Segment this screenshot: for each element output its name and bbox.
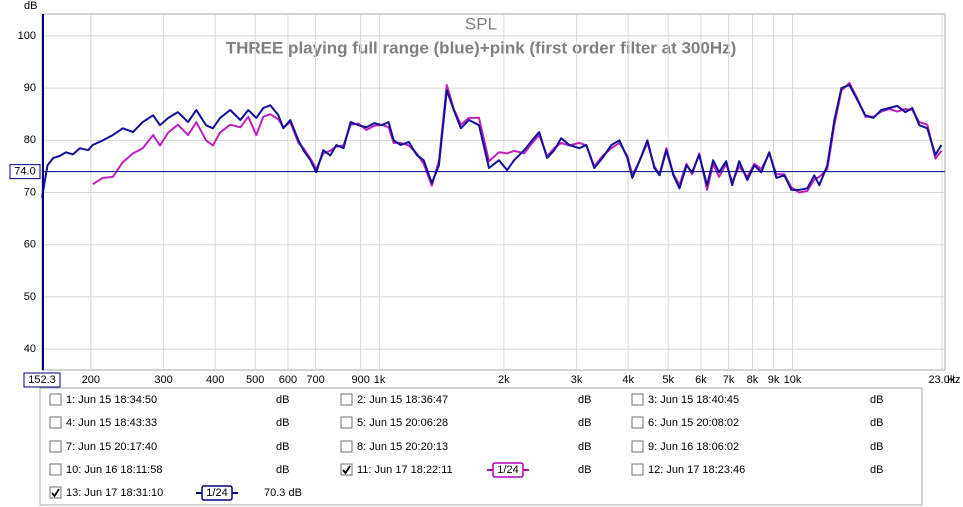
legend-reading: dB xyxy=(276,464,289,476)
checkbox[interactable] xyxy=(631,440,644,453)
x-tick-label: 2k xyxy=(498,374,510,386)
y-axis-label: dB xyxy=(24,0,37,12)
x-tick-label: 500 xyxy=(246,374,264,386)
legend-label[interactable]: 9: Jun 16 18:06:02 xyxy=(648,441,739,453)
legend-label[interactable]: 12: Jun 17 18:23:46 xyxy=(648,464,745,476)
x-tick-label: 600 xyxy=(279,374,297,386)
x-tick-label: 23.0k xyxy=(928,374,955,386)
legend-reading: dB xyxy=(870,441,883,453)
x-tick-label: 6k xyxy=(695,374,707,386)
x-tick-label: 200 xyxy=(82,374,100,386)
check-mark xyxy=(51,488,60,498)
y-tick-label: 50 xyxy=(24,291,36,303)
y-tick-label: 70 xyxy=(24,186,36,198)
checkbox[interactable] xyxy=(49,393,62,406)
legend-label[interactable]: 8: Jun 15 20:20:13 xyxy=(357,441,448,453)
legend-reading: dB xyxy=(276,417,289,429)
smoothing-label: 1/24 xyxy=(497,464,518,476)
x-cursor-box xyxy=(23,372,61,388)
checkbox[interactable] xyxy=(49,440,62,453)
chart-subtitle: THREE playing full range (blue)+pink (fi… xyxy=(226,38,737,57)
checkbox[interactable] xyxy=(49,463,62,476)
legend-label[interactable]: 3: Jun 15 18:40:45 xyxy=(648,394,739,406)
legend-label[interactable]: 6: Jun 15 20:08:02 xyxy=(648,417,739,429)
checkbox[interactable] xyxy=(340,416,353,429)
x-tick-label: 3k xyxy=(571,374,583,386)
legend-reading: dB xyxy=(870,394,883,406)
x-tick-label: 400 xyxy=(206,374,224,386)
x-tick-label: 9k xyxy=(768,374,780,386)
x-tick-label: 300 xyxy=(154,374,172,386)
y-tick-label: 60 xyxy=(24,239,36,251)
checkbox[interactable] xyxy=(340,440,353,453)
legend-label[interactable]: 11: Jun 17 18:22:11 xyxy=(357,464,453,476)
x-tick-label: 10k xyxy=(784,374,802,386)
x-cursor-label: 152.3 xyxy=(28,374,56,386)
checkbox[interactable] xyxy=(631,393,644,406)
legend-label[interactable]: 13: Jun 17 18:31:10 xyxy=(66,487,163,499)
x-tick-label: 4k xyxy=(622,374,634,386)
legend-label[interactable]: 7: Jun 15 20:17:40 xyxy=(66,441,157,453)
y-tick-label: 90 xyxy=(24,82,36,94)
y-tick-label: 100 xyxy=(18,30,36,42)
x-tick-label: 700 xyxy=(306,374,324,386)
spl-trace xyxy=(41,84,943,198)
legend-label[interactable]: 1: Jun 15 18:34:50 xyxy=(66,394,157,406)
x-axis-label: Hz xyxy=(947,374,960,386)
legend-label[interactable]: 4: Jun 15 18:43:33 xyxy=(66,417,157,429)
legend-reading: dB xyxy=(578,417,591,429)
x-tick-label: 900 xyxy=(351,374,369,386)
legend-reading: dB xyxy=(870,417,883,429)
legend-label[interactable]: 10: Jun 16 18:11:58 xyxy=(66,464,162,476)
y-tick-label: 40 xyxy=(24,343,36,355)
x-tick-label: 5k xyxy=(662,374,674,386)
checkbox[interactable] xyxy=(49,416,62,429)
checkbox[interactable] xyxy=(340,393,353,406)
legend-reading: 70.3 dB xyxy=(264,487,302,499)
spl-trace xyxy=(92,81,943,194)
legend-reading: dB xyxy=(578,394,591,406)
x-tick-label: 7k xyxy=(723,374,735,386)
legend-reading: dB xyxy=(578,464,591,476)
legend-label[interactable]: 2: Jun 15 18:36:47 xyxy=(357,394,448,406)
checkbox[interactable] xyxy=(49,486,62,499)
y-tick-label: 80 xyxy=(24,134,36,146)
y-cursor-label: 74.0 xyxy=(14,166,35,178)
legend-reading: dB xyxy=(276,394,289,406)
checkbox[interactable] xyxy=(631,463,644,476)
chart-title: SPL xyxy=(465,14,497,33)
legend-label[interactable]: 5: Jun 15 20:06:28 xyxy=(357,417,448,429)
legend: 1: Jun 15 18:34:50 dB 2: Jun 15 18:36:47 dB… xyxy=(49,393,883,501)
legend-reading: dB xyxy=(578,441,591,453)
y-cursor-box xyxy=(9,164,41,180)
smoothing-box[interactable] xyxy=(492,462,524,478)
legend-panel xyxy=(39,387,923,506)
smoothing-label: 1/24 xyxy=(206,487,227,499)
plot: 40 50 60 70 80 90 100 200 300 400 500 600 700 900 1k 2k… xyxy=(9,14,956,388)
smoothing-box[interactable] xyxy=(201,485,233,501)
legend-reading: dB xyxy=(276,441,289,453)
x-tick-label: 1k xyxy=(374,374,386,386)
x-tick-label: 8k xyxy=(747,374,759,386)
check-mark xyxy=(342,465,351,475)
plot-frame xyxy=(41,13,946,371)
legend-reading: dB xyxy=(870,464,883,476)
checkbox[interactable] xyxy=(340,463,353,476)
checkbox[interactable] xyxy=(631,416,644,429)
